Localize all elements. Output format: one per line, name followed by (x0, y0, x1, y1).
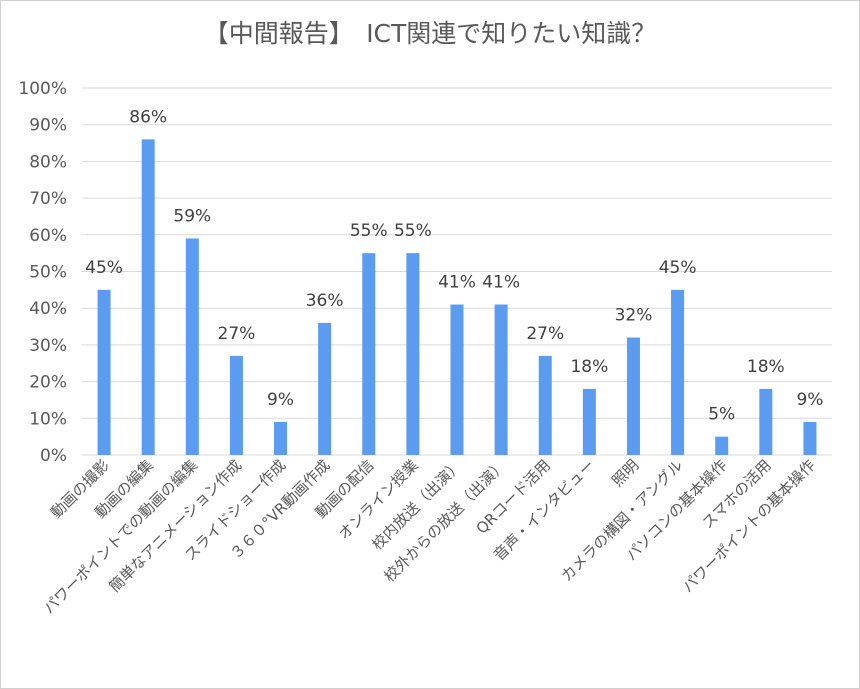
y-axis-ticks: 0% 10% 20% 30% 40% 50% 60% 70% 80% 90% 100% (18, 79, 67, 466)
data-labels: 45% 86% 59% 27% 9% 36% 55% 55% 41% 41% 27% 18% 32% 45… (85, 107, 823, 424)
y-tick-label: 70% (29, 189, 67, 209)
data-label: 41% (438, 273, 476, 293)
y-tick-label: 50% (29, 263, 67, 283)
y-tick-label: 30% (29, 336, 67, 356)
data-label: 41% (482, 273, 520, 293)
data-label: 55% (350, 221, 388, 241)
data-label: 59% (173, 206, 211, 226)
bar (803, 421, 817, 455)
bar (318, 322, 332, 455)
category-labels: 動画の撮影動画の編集パワーポイントでの動画の編集簡単なアニメーション作成スライド… (40, 456, 819, 617)
y-tick-label: 60% (29, 226, 67, 246)
bars (97, 139, 817, 455)
bar (406, 253, 420, 455)
data-label: 86% (129, 107, 167, 127)
bar (626, 337, 640, 455)
category-label: 照明 (608, 456, 642, 490)
data-label: 27% (526, 324, 564, 344)
data-label: 9% (796, 390, 823, 410)
data-label: 45% (85, 258, 123, 278)
bar (97, 289, 111, 455)
bar (229, 355, 243, 455)
bar (185, 238, 199, 455)
chart-title: 【中間報告】 ICT関連で知りたい知識？ (203, 19, 657, 48)
y-tick-label: 40% (29, 299, 67, 319)
y-tick-label: 80% (29, 152, 67, 172)
bar (538, 355, 552, 455)
data-label: 9% (267, 390, 294, 410)
y-tick-label: 0% (40, 446, 67, 466)
y-tick-label: 10% (29, 409, 67, 429)
bar (582, 388, 596, 455)
bar (671, 289, 685, 455)
bar (715, 436, 729, 455)
data-label: 18% (747, 357, 785, 377)
data-label: 18% (570, 357, 608, 377)
bar (274, 421, 288, 455)
y-tick-label: 20% (29, 373, 67, 393)
bar (759, 388, 773, 455)
y-tick-label: 90% (29, 116, 67, 136)
bar (494, 304, 508, 455)
data-label: 36% (306, 291, 344, 311)
bar (141, 139, 155, 455)
data-label: 27% (218, 324, 256, 344)
bar (450, 304, 464, 455)
data-label: 45% (659, 258, 697, 278)
bar (362, 253, 376, 455)
y-tick-label: 100% (18, 79, 67, 99)
data-label: 32% (615, 306, 653, 326)
data-label: 5% (708, 405, 735, 425)
data-label: 55% (394, 221, 432, 241)
